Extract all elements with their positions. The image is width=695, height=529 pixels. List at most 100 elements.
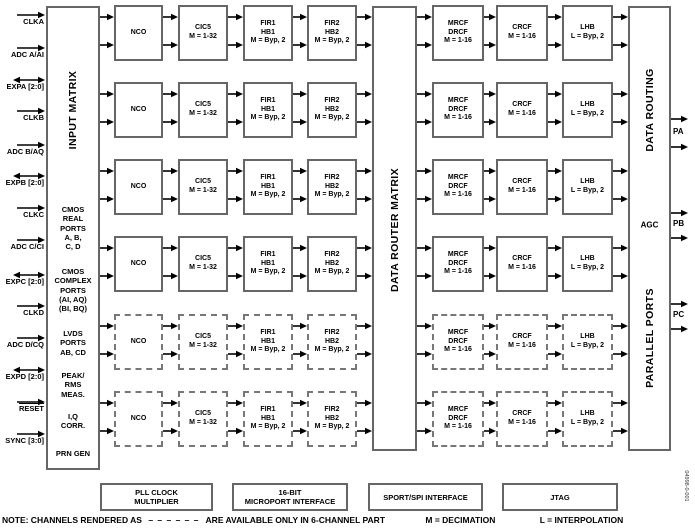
arrowhead <box>236 427 243 435</box>
channel-1-cic5-block: CIC5 M = 1-32 <box>178 5 228 61</box>
arrowhead <box>107 322 114 330</box>
arrowhead <box>38 366 45 374</box>
arrowhead <box>489 427 496 435</box>
input-matrix-section-4: PEAK/ RMS MEAS. <box>61 371 85 399</box>
input-matrix-section-1: CMOS REAL PORTS A, B, C, D <box>60 205 86 252</box>
arrowhead <box>365 272 372 280</box>
arrowhead <box>489 322 496 330</box>
arrowhead <box>621 427 628 435</box>
arrowhead <box>425 350 432 358</box>
channel-1-crcf-block: CRCF M = 1-16 <box>496 5 548 61</box>
arrowhead <box>236 90 243 98</box>
arrowhead <box>365 322 372 330</box>
arrowhead <box>489 244 496 252</box>
port-label-clka: CLKA <box>23 17 44 26</box>
arrowhead <box>681 300 688 308</box>
port-label-clkb: CLKB <box>23 113 44 122</box>
channel-3-lhb-block: LHB L = Byp, 2 <box>562 159 613 215</box>
arrowhead <box>621 118 628 126</box>
arrowhead <box>107 13 114 21</box>
figure-code: 04998-0-001 <box>683 470 689 502</box>
arrowhead <box>171 90 178 98</box>
data-router-matrix-block: DATA ROUTER MATRIX <box>372 6 417 451</box>
channel-6-crcf-block: CRCF M = 1-16 <box>496 391 548 447</box>
pll-clock-multiplier-block: PLL CLOCK MULTIPLIER <box>100 483 213 511</box>
arrowhead <box>489 399 496 407</box>
arrowhead <box>555 350 562 358</box>
arrowhead <box>171 118 178 126</box>
arrowhead <box>425 399 432 407</box>
arrowhead <box>38 11 45 19</box>
arrowhead <box>107 244 114 252</box>
input-matrix-section-5: I,Q CORR. <box>60 412 86 431</box>
arrowhead <box>300 322 307 330</box>
arrowhead <box>425 90 432 98</box>
arrowhead <box>300 90 307 98</box>
arrowhead <box>489 118 496 126</box>
arrowhead <box>555 244 562 252</box>
arrowhead <box>555 90 562 98</box>
arrowhead <box>107 195 114 203</box>
arrowhead <box>300 13 307 21</box>
arrowhead <box>300 399 307 407</box>
channel-5-crcf-block: CRCF M = 1-16 <box>496 314 548 370</box>
channel-2-crcf-block: CRCF M = 1-16 <box>496 82 548 138</box>
arrowhead <box>107 118 114 126</box>
arrowhead <box>38 76 45 84</box>
agc-label: AGC <box>640 220 659 230</box>
arrowhead <box>13 366 20 374</box>
port-label-expc-2-0-: EXPC [2:0] <box>5 277 44 286</box>
channel-4-fir1-block: FIR1 HB1 M = Byp, 2 <box>243 236 293 292</box>
arrowhead <box>425 41 432 49</box>
arrowhead <box>236 272 243 280</box>
legend-decimation: M = DECIMATION <box>425 515 496 525</box>
arrowhead <box>13 76 20 84</box>
arrowhead <box>13 271 20 279</box>
arrowhead <box>171 272 178 280</box>
arrowhead <box>365 350 372 358</box>
input-matrix-section-6: PRN GEN <box>55 449 91 458</box>
arrowhead <box>621 244 628 252</box>
arrowhead <box>236 244 243 252</box>
channel-1-lhb-block: LHB L = Byp, 2 <box>562 5 613 61</box>
output-port-pc: PC <box>673 310 685 319</box>
channel-3-mrcf-block: MRCF DRCF M = 1-16 <box>432 159 484 215</box>
data-routing-title: DATA ROUTING <box>643 68 656 152</box>
arrowhead <box>621 167 628 175</box>
arrowhead <box>621 195 628 203</box>
arrowhead <box>489 272 496 280</box>
arrowhead <box>300 427 307 435</box>
arrowhead <box>621 41 628 49</box>
arrowhead <box>171 195 178 203</box>
input-matrix-section-2: CMOS COMPLEX PORTS (AI, AQ) (BI, BQ) <box>54 267 92 314</box>
arrowhead <box>107 41 114 49</box>
arrowhead <box>425 244 432 252</box>
arrowhead <box>107 350 114 358</box>
arrowhead <box>236 195 243 203</box>
arrowhead <box>171 322 178 330</box>
port-label-expb-2-0-: EXPB [2:0] <box>5 178 44 187</box>
arrowhead <box>621 322 628 330</box>
arrowhead <box>107 167 114 175</box>
arrowhead <box>425 13 432 21</box>
arrowhead <box>300 41 307 49</box>
arrowhead <box>365 427 372 435</box>
legend-interpolation: L = INTERPOLATION <box>539 515 624 525</box>
arrowhead <box>236 118 243 126</box>
channel-2-fir1-block: FIR1 HB1 M = Byp, 2 <box>243 82 293 138</box>
arrowhead <box>621 399 628 407</box>
arrowhead <box>425 118 432 126</box>
arrowhead <box>681 115 688 123</box>
channel-6-mrcf-block: MRCF DRCF M = 1-16 <box>432 391 484 447</box>
channel-1-nco-block: NCO <box>114 5 163 61</box>
port-label-adc-c-ci: ADC C/CI <box>10 242 44 251</box>
arrowhead <box>365 41 372 49</box>
input-matrix-section-3: LVDS PORTS AB, CD <box>60 329 86 357</box>
channel-5-fir2-block: FIR2 HB2 M = Byp, 2 <box>307 314 357 370</box>
arrowhead <box>38 107 45 115</box>
arrowhead <box>171 41 178 49</box>
arrowhead <box>38 44 45 52</box>
arrowhead <box>621 13 628 21</box>
channel-6-nco-block: NCO <box>114 391 163 447</box>
